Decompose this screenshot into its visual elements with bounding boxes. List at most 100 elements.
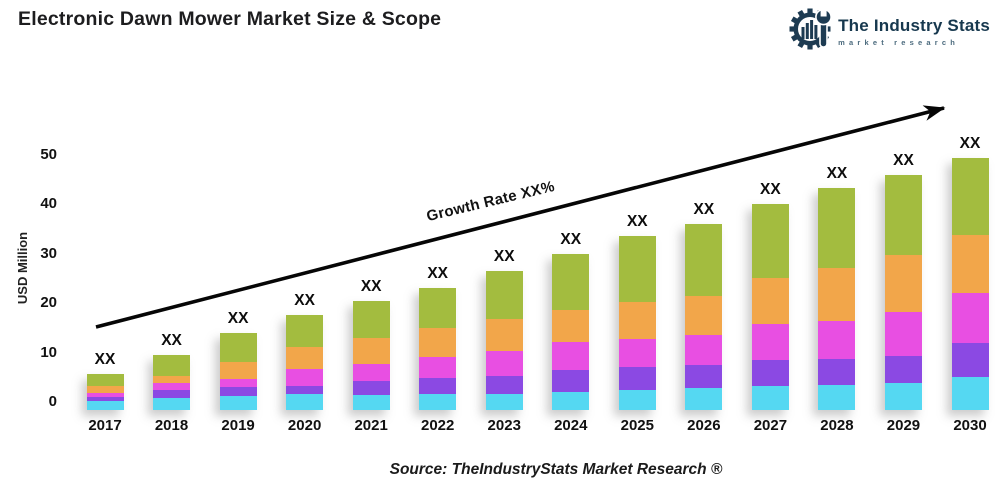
bar-2017-segment-cyan xyxy=(86,400,124,410)
bar-2024-segment-purple xyxy=(552,370,590,392)
bar-value-label-2027: XX xyxy=(760,180,781,198)
bar-2029-segment-magenta xyxy=(884,312,922,356)
page-title: Electronic Dawn Mower Market Size & Scop… xyxy=(18,8,442,30)
bar-2023-segment-magenta xyxy=(485,350,523,376)
y-tick-0: 0 xyxy=(48,393,57,410)
bar-value-label-2018: XX xyxy=(161,331,182,349)
bar-2020-segment-magenta xyxy=(286,369,324,386)
bar-2020-segment-cyan xyxy=(286,394,324,410)
bar-value-label-2025: XX xyxy=(626,213,648,231)
logo-tagline: market research xyxy=(838,38,960,47)
bar-2028-segment-orange xyxy=(818,267,856,322)
y-tick-30: 30 xyxy=(40,244,57,262)
bar-2019-segment-purple xyxy=(219,387,257,396)
x-tick-2017: 2017 xyxy=(88,417,122,434)
bar-2027-segment-green xyxy=(751,203,789,278)
bar-2022-segment-green xyxy=(419,287,457,329)
bar-2017-segment-orange xyxy=(86,386,124,393)
bar-2023 xyxy=(485,270,523,410)
y-tick-50: 50 xyxy=(40,146,57,163)
x-tick-2020: 2020 xyxy=(287,417,322,434)
bar-2025-segment-cyan xyxy=(618,390,656,410)
bar-2019-segment-cyan xyxy=(219,395,257,410)
bar-2019-segment-green xyxy=(219,333,257,362)
bar-2022-segment-orange xyxy=(419,328,457,357)
bar-value-label-2029: XX xyxy=(893,151,914,169)
x-tick-2030: 2030 xyxy=(953,417,987,434)
bar-2017-segment-magenta xyxy=(86,392,124,398)
bar-2027-segment-orange xyxy=(751,277,789,325)
x-tick-2027: 2027 xyxy=(753,417,788,434)
bar-2020-segment-purple xyxy=(286,385,324,395)
gear-wrench-barchart-icon xyxy=(786,5,834,58)
source-attribution: Source: TheIndustryStats Market Research… xyxy=(389,461,723,478)
x-tick-2028: 2028 xyxy=(820,417,854,434)
bar-value-label-2022: XX xyxy=(427,264,449,282)
bar-2018-segment-orange xyxy=(153,376,191,384)
bar-2028 xyxy=(818,187,856,410)
bar-2028-segment-green xyxy=(818,187,856,268)
bar-value-label-2028: XX xyxy=(826,164,848,182)
x-tick-2024: 2024 xyxy=(554,417,588,434)
bar-2026-segment-orange xyxy=(685,295,723,335)
logo-name: The Industry Stats xyxy=(838,16,990,35)
bar-2025-segment-magenta xyxy=(618,339,656,368)
bar-2030-segment-green xyxy=(951,157,989,236)
bar-2026-segment-cyan xyxy=(685,387,723,410)
bar-2018 xyxy=(153,354,191,410)
bar-2017-segment-green xyxy=(86,374,124,387)
bar-2029-segment-orange xyxy=(884,254,922,313)
bar-2029 xyxy=(884,174,922,410)
bar-2028-segment-magenta xyxy=(818,321,856,359)
bar-2017 xyxy=(86,374,124,410)
bar-value-label-2020: XX xyxy=(294,292,315,310)
bar-2023-segment-orange xyxy=(485,318,523,351)
bar-2028-segment-cyan xyxy=(818,384,856,410)
bar-2026-segment-purple xyxy=(685,365,723,388)
bar-2021-segment-cyan xyxy=(352,395,390,410)
y-tick-20: 20 xyxy=(40,294,57,312)
bar-2018-segment-magenta xyxy=(153,383,191,390)
bar-value-label-2017: XX xyxy=(94,351,116,369)
bar-2024-segment-cyan xyxy=(552,391,590,410)
bar-2025-segment-green xyxy=(618,236,656,302)
y-tick-40: 40 xyxy=(40,195,57,213)
bar-2021-segment-magenta xyxy=(352,364,390,382)
bar-2021-segment-purple xyxy=(352,381,390,396)
x-tick-2019: 2019 xyxy=(221,417,255,434)
bar-2024-segment-magenta xyxy=(552,342,590,371)
bar-2027 xyxy=(751,203,789,410)
bar-2026-segment-green xyxy=(685,224,723,296)
bar-2030-segment-purple xyxy=(951,342,989,377)
bar-2019-segment-magenta xyxy=(219,379,257,388)
bar-2021 xyxy=(352,300,390,410)
bar-2027-segment-purple xyxy=(751,359,789,387)
bar-2020 xyxy=(286,315,324,410)
bar-2023-segment-green xyxy=(485,270,523,319)
y-tick-10: 10 xyxy=(40,343,57,361)
bar-2027-segment-magenta xyxy=(751,324,789,360)
x-tick-2018: 2018 xyxy=(154,417,189,434)
bar-2022 xyxy=(419,287,457,410)
bar-2024-segment-orange xyxy=(552,310,590,343)
bar-2025-segment-orange xyxy=(618,301,656,340)
bar-2020-segment-green xyxy=(286,315,324,347)
bar-2024 xyxy=(552,253,590,410)
x-tick-2029: 2029 xyxy=(886,417,921,434)
bar-2022-segment-purple xyxy=(419,377,457,395)
bar-2018-segment-green xyxy=(153,354,191,377)
x-tick-2021: 2021 xyxy=(354,417,388,434)
bar-value-label-2021: XX xyxy=(360,277,382,295)
bar-2021-segment-green xyxy=(352,300,390,338)
bar-2030-segment-magenta xyxy=(951,293,989,343)
bar-2029-segment-purple xyxy=(884,355,922,383)
bar-2026 xyxy=(685,224,723,410)
bar-2023-segment-purple xyxy=(485,375,523,394)
bar-value-label-2030: XX xyxy=(959,134,981,152)
bar-2030-segment-cyan xyxy=(951,376,989,410)
bar-2027-segment-cyan xyxy=(751,386,789,410)
bar-value-label-2019: XX xyxy=(227,310,249,327)
bar-value-label-2024: XX xyxy=(560,230,582,248)
bar-2023-segment-cyan xyxy=(485,393,523,410)
